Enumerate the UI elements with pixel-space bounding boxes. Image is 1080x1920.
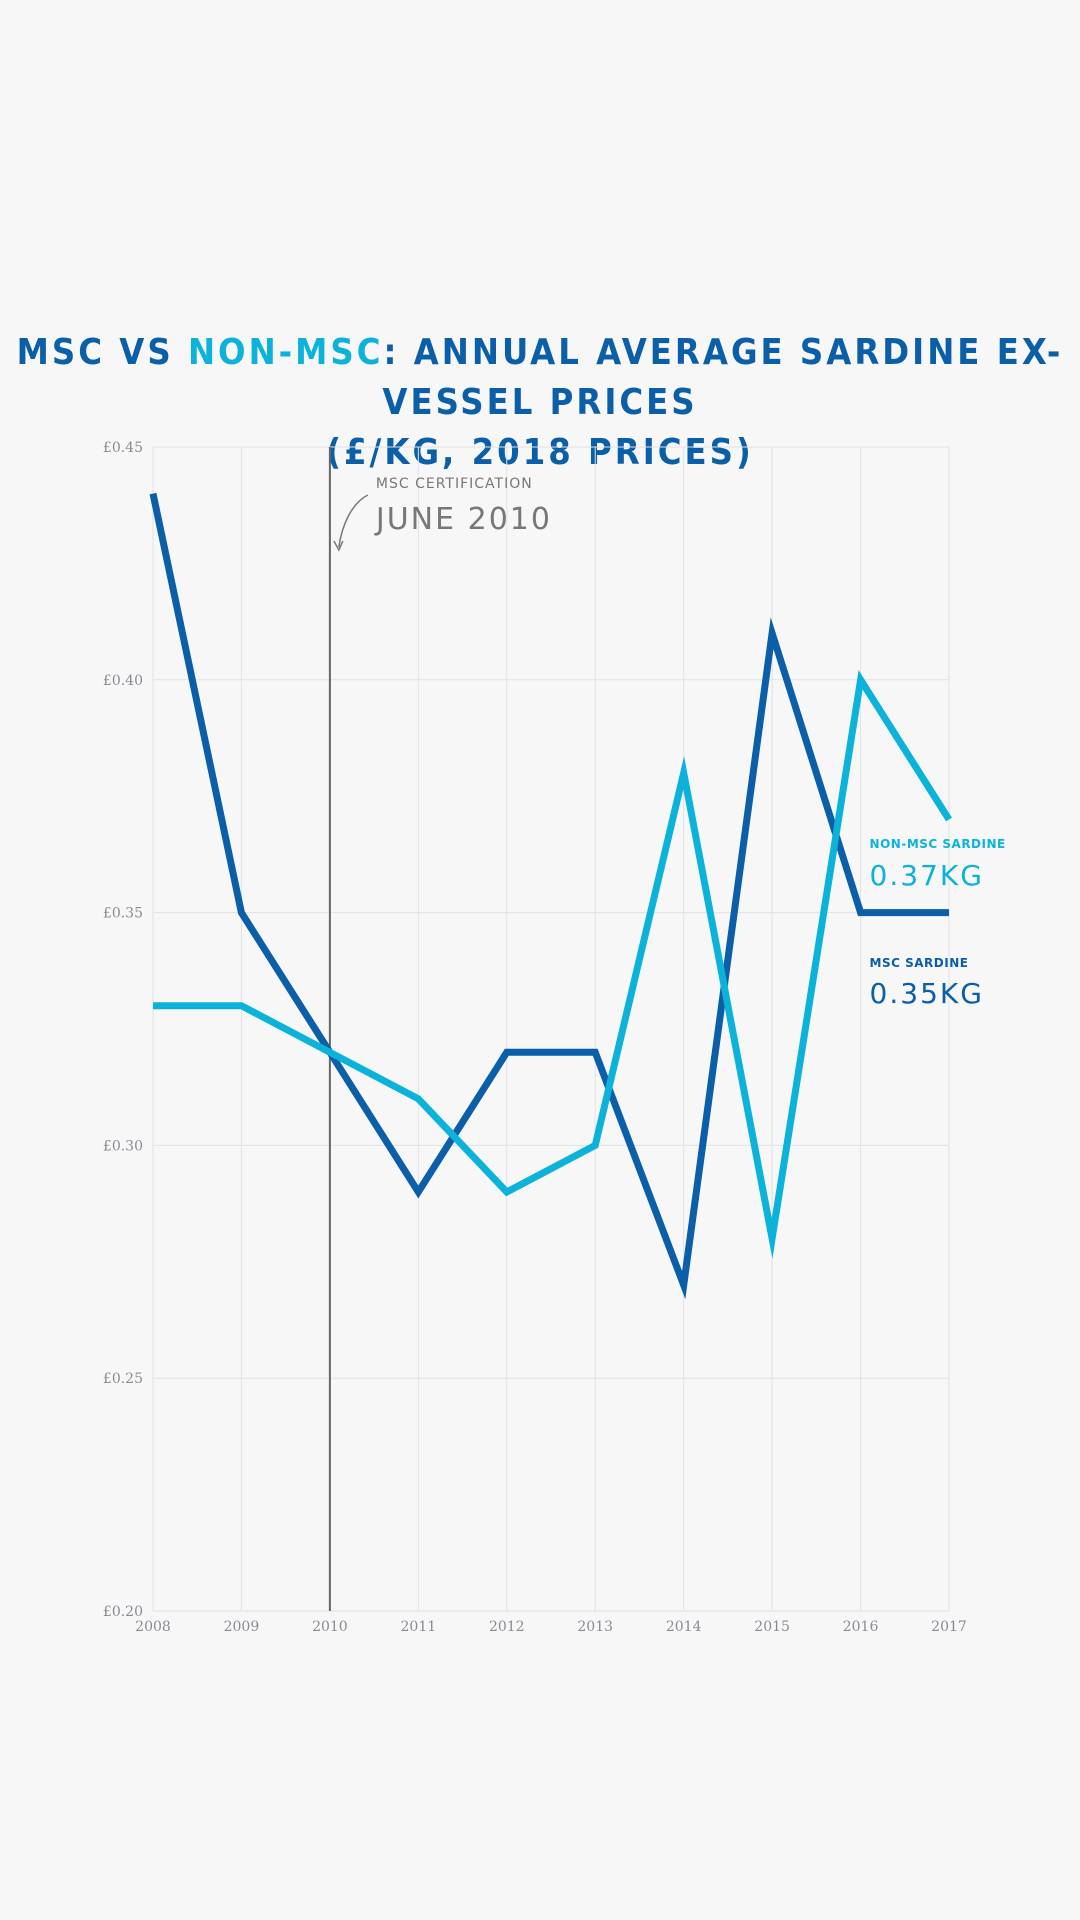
x-tick-label: 2012: [489, 1619, 525, 1635]
title-part1: MSC VS: [16, 332, 188, 373]
non_msc-series-line: [153, 670, 952, 1259]
y-tick-label: £0.45: [103, 440, 143, 456]
x-tick-label: 2009: [224, 1619, 260, 1635]
x-tick-label: 2010: [312, 1619, 348, 1635]
title-highlight: NON-MSC: [187, 332, 384, 373]
x-tick-label: 2017: [931, 1619, 967, 1635]
x-tick-label: 2013: [577, 1619, 613, 1635]
y-tick-label: £0.40: [103, 673, 143, 689]
chart-title: MSC VS NON-MSC: ANNUAL AVERAGE SARDINE E…: [0, 328, 1080, 478]
non-msc-label-value: 0.37KG: [870, 859, 984, 892]
chart-title-line2: (£/KG, 2018 PRICES): [326, 432, 754, 473]
x-tick-label: 2011: [401, 1619, 437, 1635]
y-tick-label: £0.20: [103, 1604, 143, 1620]
annotation-arrowhead: [333, 540, 344, 552]
y-tick-label: £0.35: [103, 906, 143, 922]
title-part2: : ANNUAL AVERAGE SARDINE EX-VESSEL PRICE…: [382, 332, 1064, 423]
chart-title-line1: MSC VS NON-MSC: ANNUAL AVERAGE SARDINE E…: [0, 328, 1080, 428]
y-tick-label: £0.30: [103, 1138, 143, 1154]
y-tick-label: £0.25: [103, 1371, 143, 1387]
x-tick-label: 2015: [754, 1619, 790, 1635]
x-tick-label: 2014: [666, 1619, 702, 1635]
msc-label-value: 0.35KG: [870, 977, 984, 1010]
annotation-arrow: [338, 494, 369, 548]
annotation-date: JUNE 2010: [374, 502, 552, 537]
annotation-label: MSC CERTIFICATION: [376, 476, 533, 492]
x-tick-label: 2016: [843, 1619, 879, 1635]
msc-label-name: MSC SARDINE: [870, 956, 969, 970]
x-tick-label: 2008: [135, 1619, 171, 1635]
msc-series-line: [149, 492, 949, 1300]
non-msc-label-name: NON-MSC SARDINE: [870, 837, 1006, 851]
